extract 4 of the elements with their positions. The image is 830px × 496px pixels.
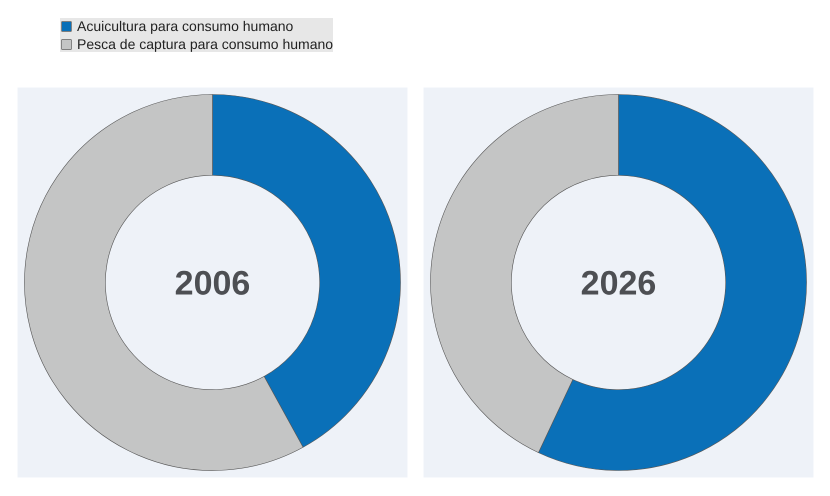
text: 2006 — [174, 264, 250, 302]
legend-label: Pesca de captura para consumo humano — [77, 36, 334, 52]
legend-label: Acuicultura para consumo humano — [77, 18, 294, 34]
text: 2026 — [580, 264, 656, 302]
